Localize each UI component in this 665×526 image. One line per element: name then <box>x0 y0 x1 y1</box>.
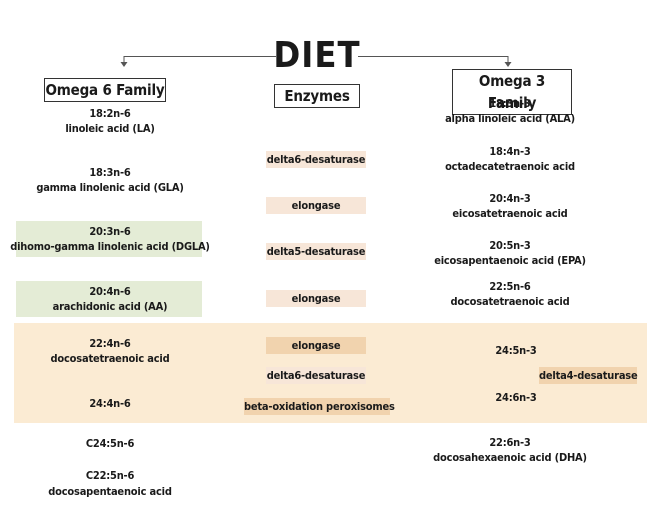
omega6-code: 18:3n-6 <box>89 166 131 179</box>
arrow-down-icon-left <box>120 56 128 67</box>
omega3-name: docosatetraenoic acid <box>450 295 570 308</box>
enzyme-label: elongase <box>266 337 366 354</box>
omega3-name: eicosatetraenoic acid <box>452 207 568 220</box>
omega6-name: gamma linolenic acid (GLA) <box>36 181 184 194</box>
omega6-code: 22:4n-6 <box>89 337 131 350</box>
omega3-family-header: Omega 3 Family <box>452 69 572 115</box>
diet-title: DIET <box>273 35 361 76</box>
left-connector-line <box>124 56 276 57</box>
omega6-name: docosapentaenoic acid <box>48 485 172 498</box>
omega6-code: 20:4n-6 <box>89 285 131 298</box>
omega3-name: alpha linoleic acid (ALA) <box>445 112 575 125</box>
enzyme-label: delta6-desaturase <box>266 151 366 168</box>
arrow-down-icon-right <box>504 56 512 67</box>
enzyme-label: delta5-desaturase <box>266 243 366 260</box>
omega3-code: 24:6n-3 <box>495 391 537 404</box>
omega6-code: 18:2n-6 <box>89 107 131 120</box>
omega3-name: octadecatetraenoic acid <box>445 160 575 173</box>
dgla-highlight <box>16 221 202 257</box>
right-connector-line <box>358 56 508 57</box>
delta4-desaturase-label: delta4-desaturase <box>539 367 638 384</box>
enzyme-label: beta-oxidation peroxisomes <box>244 398 395 415</box>
omega3-code: 22:5n-6 <box>489 280 531 293</box>
omega6-name: arachidonic acid (AA) <box>52 300 168 313</box>
enzyme-label: elongase <box>266 290 366 307</box>
omega6-name: linoleic acid (LA) <box>65 122 155 135</box>
omega6-code: 24:4n-6 <box>89 397 131 410</box>
omega6-code: C22:5n-6 <box>85 469 135 482</box>
enzyme-label: delta6-desaturase <box>266 367 366 384</box>
omega3-code: 20:5n-3 <box>489 239 531 252</box>
omega3-code: 18:3n-3 <box>489 97 531 110</box>
enzyme-label: elongase <box>266 197 366 214</box>
omega6-name: docosatetraenoic acid <box>50 352 170 365</box>
omega3-code: 20:4n-3 <box>489 192 531 205</box>
omega6-code: 20:3n-6 <box>89 225 131 238</box>
enzymes-header: Enzymes <box>274 84 360 108</box>
omega6-family-header: Omega 6 Family <box>44 78 166 102</box>
omega3-name: eicosapentaenoic acid (EPA) <box>434 254 586 267</box>
omega3-code: 22:6n-3 <box>489 436 531 449</box>
omega6-name: dihomo-gamma linolenic acid (DGLA) <box>10 240 210 253</box>
omega3-name: docosahexaenoic acid (DHA) <box>433 451 587 464</box>
omega6-code: C24:5n-6 <box>85 437 135 450</box>
omega3-code: 24:5n-3 <box>495 344 537 357</box>
omega3-code: 18:4n-3 <box>489 145 531 158</box>
aa-highlight <box>16 281 202 317</box>
